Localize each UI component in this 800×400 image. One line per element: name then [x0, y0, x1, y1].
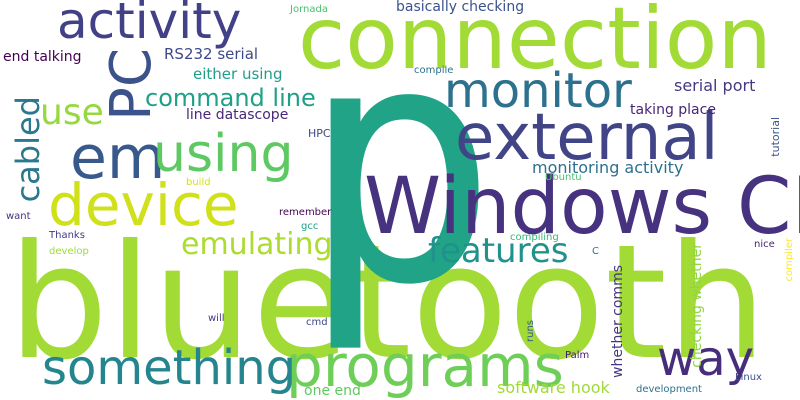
word-monitoring-activity: monitoring activity — [532, 158, 684, 177]
word-palm: Palm — [565, 350, 590, 361]
word-programs: programs — [286, 332, 564, 400]
word-rs232-serial: RS232 serial — [164, 45, 259, 63]
word-something: something — [42, 340, 297, 396]
word-bluetooth: bluetooth — [8, 211, 767, 395]
word-nice: nice — [754, 239, 775, 250]
word-basically-checking: basically checking — [396, 0, 525, 15]
word-external: external — [455, 101, 719, 175]
word-linux: Linux — [735, 372, 762, 383]
word-way: way — [657, 331, 755, 387]
word-activity: activity — [57, 0, 242, 50]
word-windows-ce: Windows CE — [364, 162, 800, 252]
word-remember: remember — [279, 207, 332, 218]
word-build: build — [186, 177, 211, 188]
word-features: features — [428, 231, 569, 271]
word-connection: connection — [298, 0, 772, 89]
word-will: will — [208, 313, 225, 324]
word-serial-port: serial port — [674, 76, 756, 95]
word-runs: runs — [525, 320, 536, 342]
word-software-hook: software hook — [497, 378, 610, 397]
word-gcc: gcc — [301, 221, 319, 232]
word-command-line: command line — [145, 84, 316, 112]
word-whether-comms: whether comms — [610, 265, 626, 378]
word-monitor: monitor — [444, 63, 632, 119]
word-develop: develop — [49, 246, 89, 257]
word-one-end: one end — [304, 383, 361, 399]
word-emulating: emulating — [181, 227, 333, 262]
word-p: p — [300, 0, 499, 357]
word-device: device — [48, 171, 239, 239]
word-jornada: Jornada — [290, 4, 328, 15]
word-either-using: either using — [193, 65, 283, 83]
word-c: C — [592, 246, 599, 257]
word-taking-place: taking place — [630, 102, 716, 118]
word-line-datascope: line datascope — [186, 107, 289, 123]
word-end-talking: end talking — [3, 49, 82, 65]
word-thanks: Thanks — [49, 230, 85, 241]
word-use: use — [40, 92, 104, 133]
word-compiling: compiling — [510, 232, 559, 243]
word-compiler: compiler — [784, 238, 795, 282]
word-ubuntu: Ubuntu — [545, 172, 582, 183]
word-hpc: HPC — [308, 127, 331, 140]
word-compile: compile — [414, 65, 454, 76]
word-development: development — [636, 384, 702, 395]
word-want: want — [6, 211, 31, 222]
word-tutorial: tutorial — [769, 117, 782, 157]
word-checking-whether: checking whether — [689, 243, 705, 368]
word-using: using — [153, 124, 294, 184]
word-em: em — [70, 123, 166, 193]
word-cmd: cmd — [306, 317, 328, 328]
